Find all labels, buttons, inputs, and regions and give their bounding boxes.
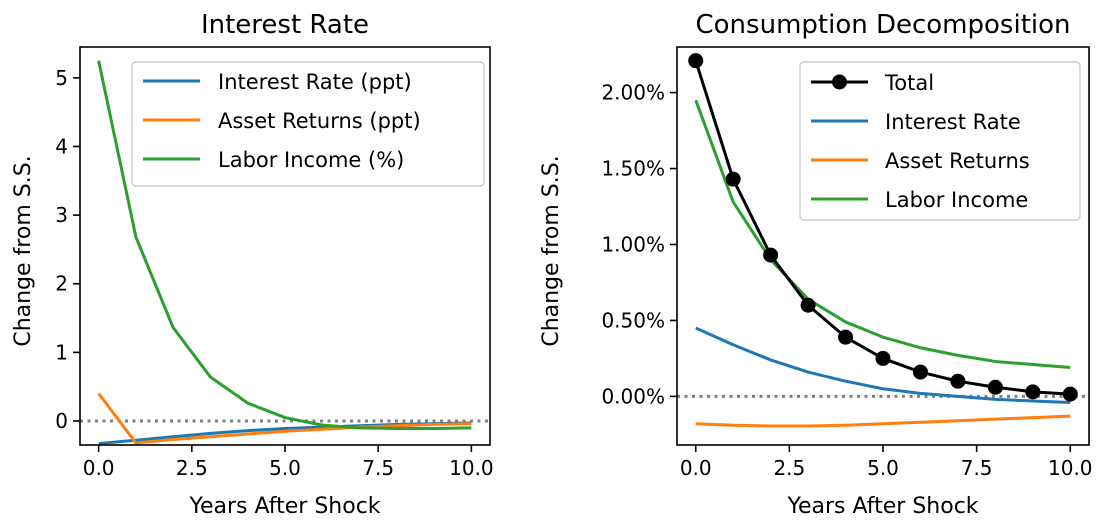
- series-point-total: [800, 297, 816, 313]
- series-point-total: [1062, 386, 1078, 402]
- series-line-labor-income: [694, 99, 1071, 370]
- series-point-total: [875, 350, 891, 366]
- interest-rate-panel: Interest Rate 0.0 2.5 5.0 7.5 10.0 0 1 2 3 4 5 Years…: [11, 10, 494, 519]
- y-axis-label: Change from S.S.: [11, 155, 36, 346]
- legend-label: Asset Returns: [885, 149, 1030, 173]
- legend-label: Labor Income (%): [218, 148, 404, 172]
- chart-title: Interest Rate: [201, 10, 369, 40]
- chart-title: Consumption Decomposition: [696, 10, 1071, 40]
- x-axis-label: Years After Shock: [786, 494, 978, 519]
- legend-label: Labor Income: [885, 188, 1028, 212]
- legend-box: [131, 61, 485, 187]
- x-tick-label: 0.0: [83, 456, 115, 480]
- series-line-labor-income: [97, 60, 472, 431]
- legend-label: Interest Rate: [885, 110, 1021, 134]
- y-tick-label: 2.00%: [601, 81, 665, 105]
- y-tick-label: 5: [55, 66, 68, 90]
- y-tick-label: 0.50%: [601, 308, 665, 332]
- legend-label: Asset Returns (ppt): [218, 109, 421, 133]
- legend-label: Interest Rate (ppt): [218, 70, 412, 94]
- legend-box: [799, 61, 1081, 221]
- series-point-total: [1025, 384, 1041, 400]
- series-point-total: [763, 247, 779, 263]
- x-tick-label: 2.5: [176, 456, 208, 480]
- series-point-total: [950, 373, 966, 389]
- y-tick-label: 0: [55, 409, 68, 433]
- y-tick-label: 1: [55, 340, 68, 364]
- x-tick-label: 5.0: [867, 456, 899, 480]
- series-point-total: [725, 171, 741, 187]
- y-tick-label: 1.50%: [601, 157, 665, 181]
- x-tick-label: 10.0: [1048, 456, 1093, 480]
- x-tick-label: 7.5: [961, 456, 993, 480]
- y-tick-label: 3: [55, 203, 68, 227]
- x-tick-label: 7.5: [362, 456, 394, 480]
- series-point-total: [987, 379, 1003, 395]
- y-tick-label: 1.00%: [601, 232, 665, 256]
- consumption-decomposition-panel: Consumption Decomposition 0.0 2.5 5.0 7.5 10.…: [539, 10, 1093, 519]
- legend-label: Total: [884, 71, 934, 95]
- y-tick-label: 4: [55, 135, 68, 159]
- series-point-total: [912, 364, 928, 380]
- series-line-interest-rate: [695, 326, 1071, 404]
- x-axis-label: Years After Shock: [188, 494, 380, 519]
- legend-marker: [832, 74, 847, 90]
- series-line-asset-returns-ppt: [97, 392, 472, 445]
- x-tick-label: 0.0: [680, 456, 712, 480]
- y-tick-label: 2: [55, 272, 68, 296]
- x-tick-label: 2.5: [773, 456, 805, 480]
- series-line-asset-returns: [695, 414, 1071, 428]
- y-tick-label: 0.00%: [601, 384, 665, 408]
- series-point-total: [688, 53, 704, 69]
- x-tick-label: 10.0: [449, 456, 494, 480]
- series-point-total: [838, 329, 854, 345]
- y-axis-label: Change from S.S.: [539, 155, 564, 346]
- x-tick-label: 5.0: [269, 456, 301, 480]
